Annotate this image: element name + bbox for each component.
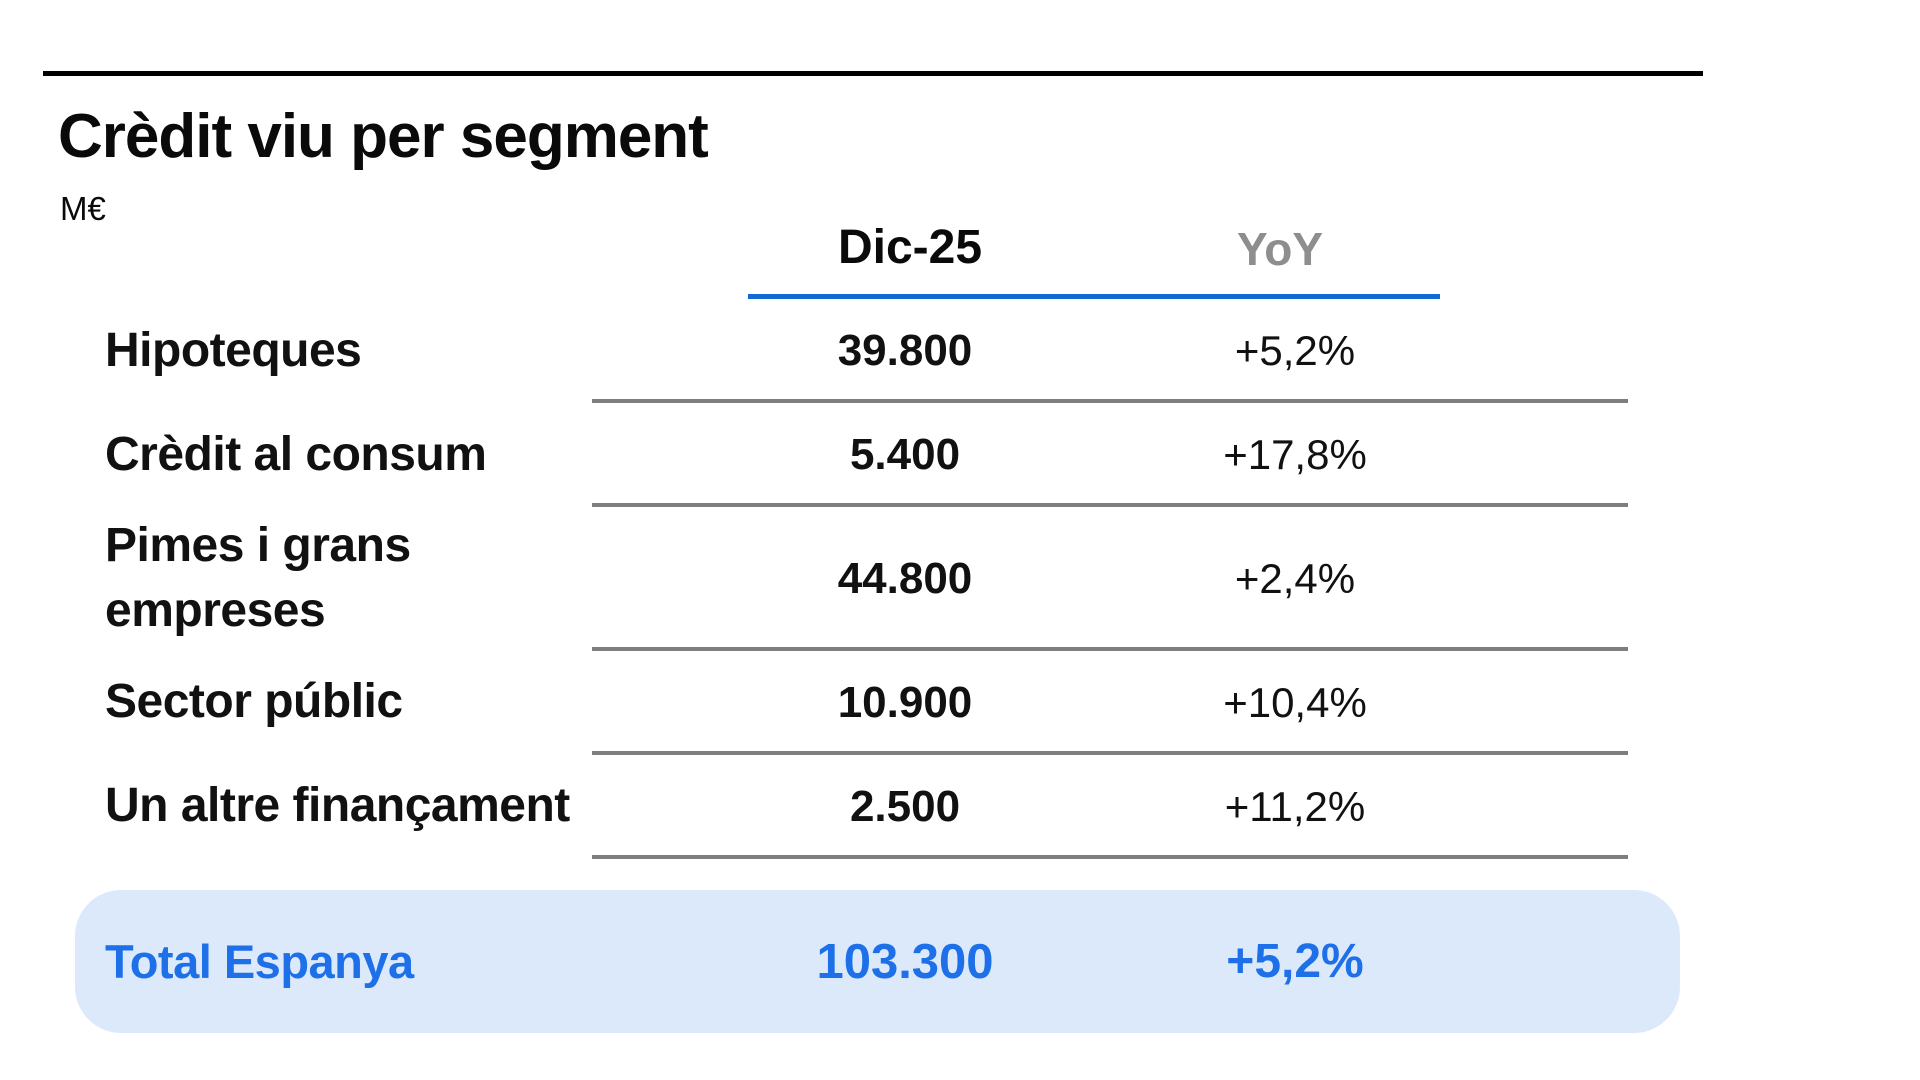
segment-label: Sector públic	[105, 675, 403, 729]
segment-yoy: +11,2%	[1224, 782, 1366, 830]
total-row: Total Espanya 103.300 +5,2%	[75, 890, 1680, 1033]
segment-label: Un altre finançament	[105, 779, 570, 833]
segment-yoy: +10,4%	[1223, 678, 1367, 726]
segment-yoy: +2,4%	[1234, 554, 1356, 602]
segment-value: 2.500	[849, 781, 961, 831]
total-yoy: +5,2%	[1226, 935, 1364, 988]
segment-value: 44.800	[837, 553, 973, 603]
segment-value: 10.900	[837, 677, 973, 727]
total-value: 103.300	[816, 934, 994, 989]
table-row: Pimes i grans empreses 44.800 +2,4%	[60, 507, 1700, 651]
segment-value: 39.800	[837, 326, 973, 375]
segments-table: Hipoteques 39.800 +5,2% Crèdit al consum…	[60, 299, 1700, 859]
header-underline	[748, 294, 1440, 299]
segment-yoy: +17,8%	[1223, 431, 1367, 478]
segment-label: Crèdit al consum	[105, 427, 487, 481]
column-header-yoy: YoY	[1236, 223, 1324, 275]
page-title: Crèdit viu per segment	[58, 102, 709, 171]
segment-label: Pimes i grans empreses	[105, 519, 411, 637]
table-row: Sector públic 10.900 +10,4%	[60, 651, 1700, 755]
table-row: Un altre finançament 2.500 +11,2%	[60, 755, 1700, 859]
column-header-period: Dic-25	[837, 221, 983, 274]
segment-value: 5.400	[849, 430, 961, 479]
segment-label: Hipoteques	[105, 323, 362, 377]
table-row: Crèdit al consum 5.400 +17,8%	[60, 403, 1700, 507]
total-label: Total Espanya	[105, 935, 414, 988]
top-divider	[43, 71, 1703, 76]
table-row: Hipoteques 39.800 +5,2%	[60, 299, 1700, 403]
segment-yoy: +5,2%	[1234, 327, 1356, 374]
units-label: M€	[60, 190, 106, 227]
